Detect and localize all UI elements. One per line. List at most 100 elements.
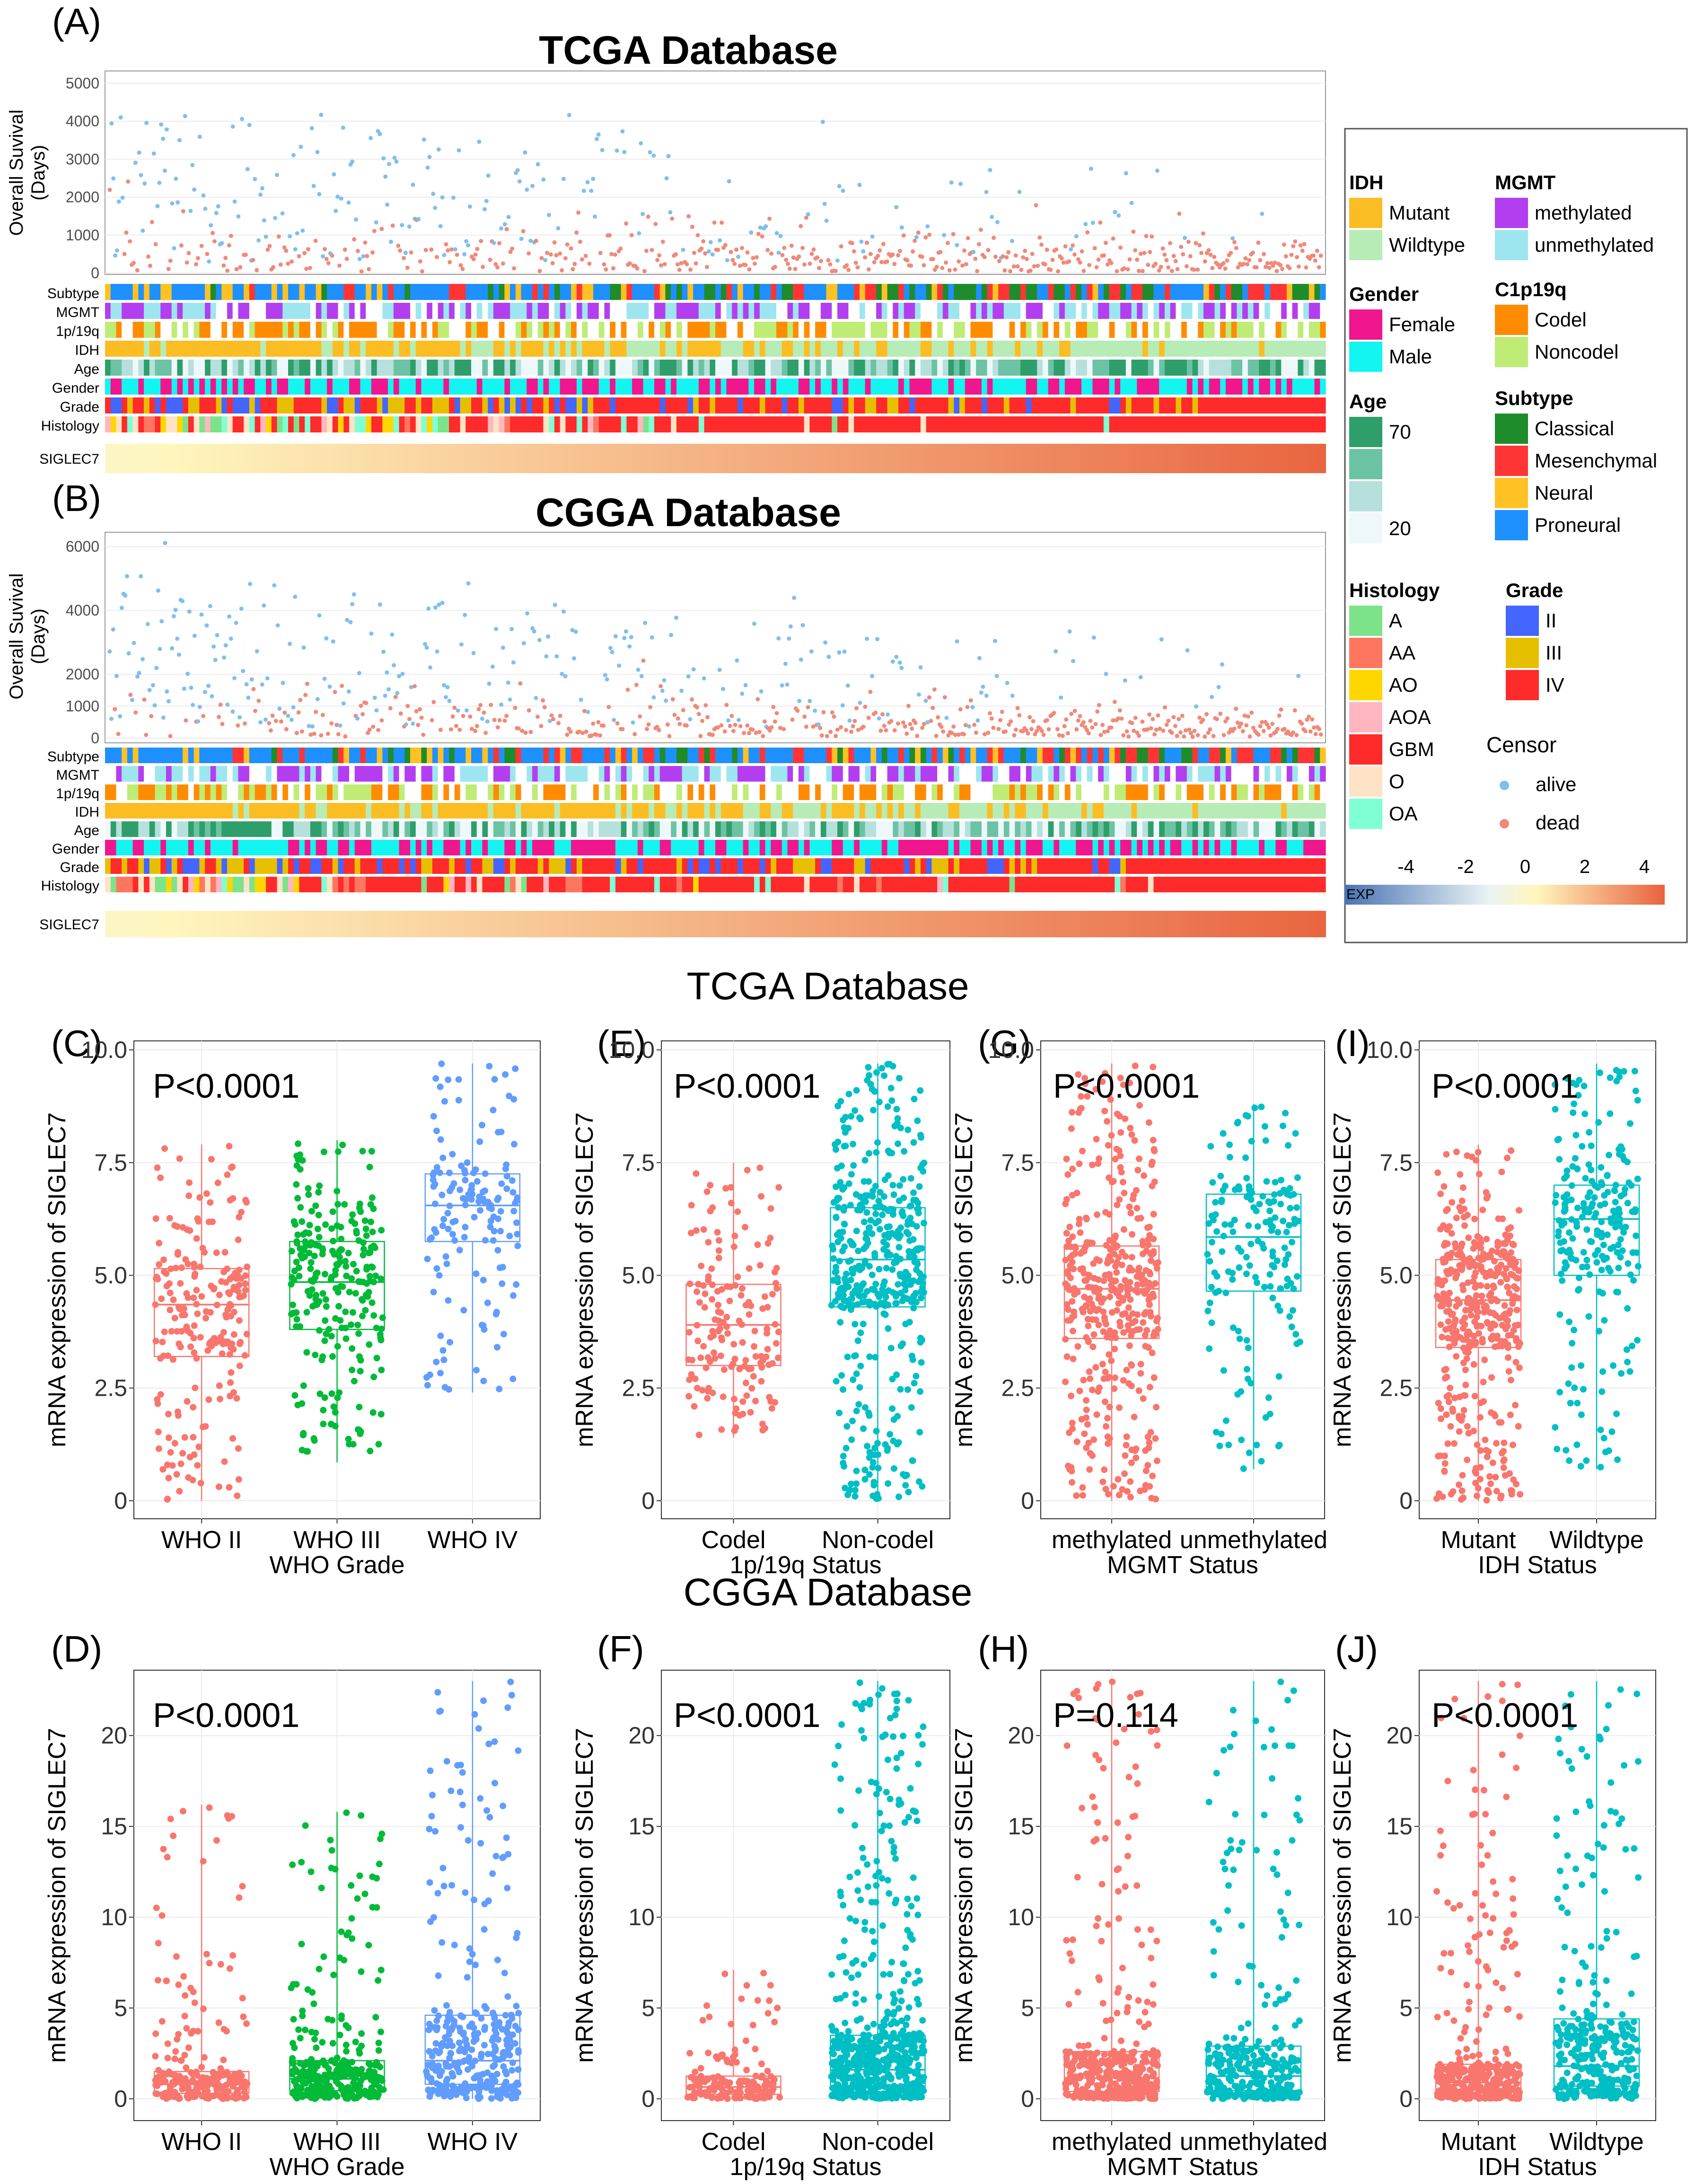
track-cell	[826, 416, 832, 432]
dead-dot	[804, 215, 808, 220]
track-cell	[976, 858, 982, 874]
track-cell	[976, 784, 982, 800]
siglec7-heat-cell	[494, 444, 502, 473]
track-cell	[787, 784, 793, 800]
track-cell	[277, 821, 283, 837]
track-cell	[360, 416, 366, 432]
track-cell	[404, 397, 411, 414]
track-cell	[909, 416, 915, 432]
alive-dot	[847, 718, 852, 723]
track-cell	[1170, 858, 1176, 874]
track-cell	[1164, 784, 1171, 800]
track-cell	[1198, 303, 1204, 319]
track-cell	[1198, 748, 1204, 763]
track-cell	[132, 877, 139, 892]
dead-dot	[402, 255, 406, 260]
track-cell	[787, 840, 793, 855]
dead-dot	[405, 704, 410, 708]
track-cell	[1159, 416, 1165, 432]
track-cell	[1103, 748, 1110, 763]
track-cell	[920, 803, 927, 819]
dead-dot	[379, 227, 384, 231]
track-cell	[1270, 821, 1276, 837]
track-cell	[765, 322, 771, 338]
track-cell	[893, 322, 899, 338]
track-cell	[1225, 416, 1232, 432]
dead-dot	[1150, 234, 1154, 239]
dead-dot	[878, 728, 883, 733]
dead-dot	[1098, 733, 1103, 738]
track-cell	[1153, 821, 1159, 837]
track-cell	[388, 858, 394, 874]
track-cell	[327, 303, 333, 319]
track-cell	[543, 303, 549, 319]
track-cell	[410, 379, 416, 395]
track-cell	[255, 284, 261, 300]
track-cell	[454, 748, 461, 763]
siglec7-heat-cell	[479, 444, 487, 473]
track-cell	[1176, 284, 1182, 300]
track-cell	[110, 360, 117, 376]
alive-dot	[1194, 704, 1198, 709]
track-cell	[942, 748, 949, 763]
track-cell	[1037, 748, 1043, 763]
dead-dot	[448, 727, 453, 732]
alive-dot	[1159, 637, 1164, 642]
track-cell	[227, 840, 233, 855]
track-cell	[210, 303, 217, 319]
track-cell	[310, 766, 316, 782]
track-cell	[737, 803, 744, 819]
track-cell	[909, 840, 915, 855]
siglec7-heat-cell	[1089, 444, 1098, 473]
track-cell	[543, 803, 549, 819]
track-cell	[1081, 322, 1088, 338]
track-cell	[238, 748, 244, 763]
dead-dot	[826, 258, 831, 263]
track-cell	[726, 877, 732, 892]
siglec7-heat-cell	[402, 444, 411, 473]
dead-dot	[512, 266, 517, 271]
track-cell	[338, 322, 344, 338]
dead-dot	[1274, 269, 1279, 273]
track-cell	[898, 748, 905, 763]
track-cell	[854, 821, 860, 837]
track-cell	[560, 784, 566, 800]
track-cell	[643, 284, 649, 300]
dead-dot	[228, 233, 233, 238]
track-cell	[532, 821, 538, 837]
track-cell	[937, 858, 943, 874]
track-cell	[1292, 858, 1298, 874]
track-cell	[698, 416, 705, 432]
siglec7-heat-cell	[204, 444, 212, 473]
track-cell	[693, 397, 699, 414]
dead-dot	[419, 715, 424, 720]
dead-dot	[685, 262, 689, 266]
dead-dot	[497, 718, 502, 722]
track-cell	[815, 766, 821, 782]
alive-dot	[894, 205, 899, 210]
track-cell	[149, 322, 156, 338]
track-cell	[1015, 748, 1021, 763]
track-cell	[266, 284, 272, 300]
track-cell	[1259, 766, 1265, 782]
siglec7-heat-cell	[257, 444, 266, 473]
track-cell	[155, 748, 161, 763]
track-label: Grade	[60, 860, 99, 875]
track-cell	[804, 784, 810, 800]
dead-dot	[1102, 730, 1107, 734]
alive-dot	[177, 138, 182, 142]
track-cell	[421, 397, 427, 414]
track-cell	[698, 360, 705, 376]
track-cell	[1192, 341, 1198, 357]
track-cell	[421, 341, 427, 357]
dead-dot	[657, 728, 661, 732]
track-cell	[915, 748, 921, 763]
alive-dot	[536, 162, 540, 167]
track-cell	[371, 284, 378, 300]
track-cell	[859, 397, 866, 414]
track-cell	[937, 284, 943, 300]
track-cell	[1237, 360, 1243, 376]
panel-b-ylabel: Overall Suvival(Days)	[6, 573, 49, 700]
siglec7-heat-cell	[235, 444, 243, 473]
track-cell	[410, 397, 416, 414]
